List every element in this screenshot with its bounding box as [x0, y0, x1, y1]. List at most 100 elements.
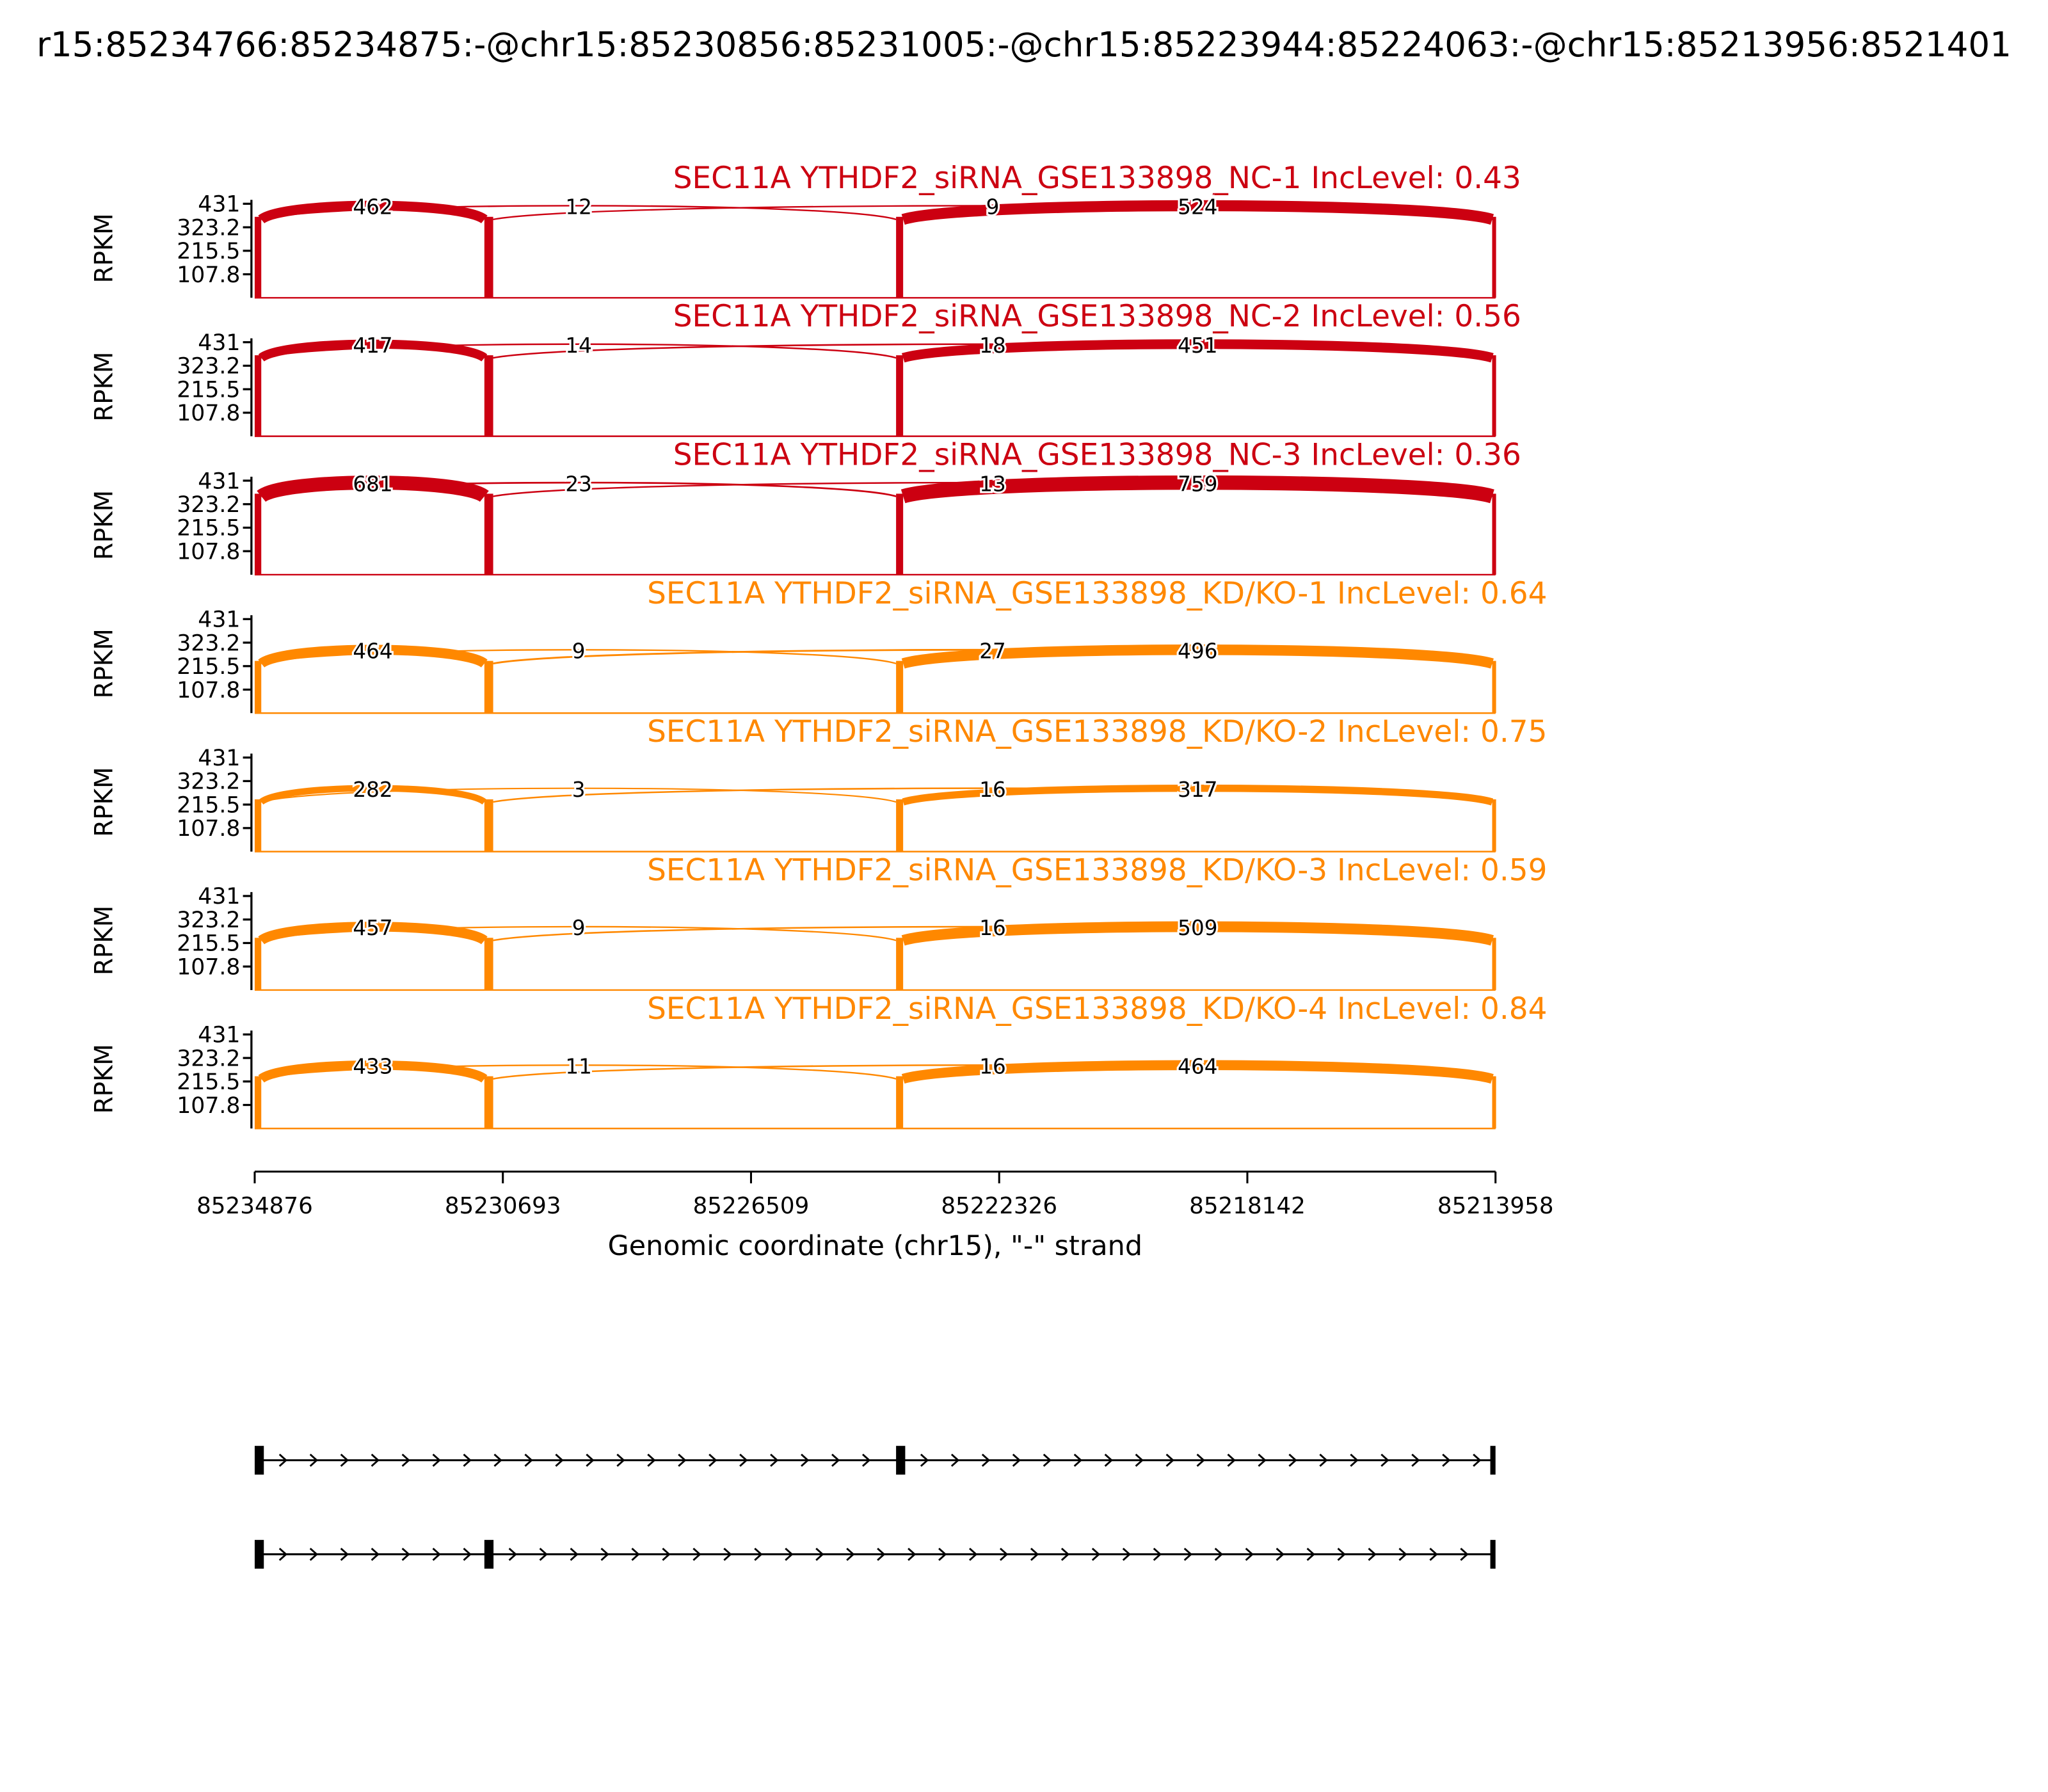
- y-tick-label: 323.2: [177, 908, 240, 933]
- strand-arrow-icon: [586, 1453, 595, 1467]
- junction-arc: [901, 644, 1494, 669]
- strand-arrow-icon: [1276, 1548, 1284, 1561]
- junction-count-label: 16: [979, 778, 1006, 802]
- strand-arrow-icon: [600, 1548, 609, 1561]
- y-tick-label: 431: [198, 607, 240, 633]
- strand-arrow-icon: [1030, 1548, 1039, 1561]
- junction-count-label: 417: [353, 333, 392, 358]
- strand-arrow-icon: [1073, 1453, 1083, 1467]
- strand-arrow-icon: [1245, 1548, 1254, 1561]
- strand-arrow-icon: [877, 1548, 886, 1561]
- junction-arc: [900, 475, 1494, 504]
- strand-arrow-icon: [1306, 1548, 1315, 1561]
- strand-arrow-icon: [1227, 1453, 1236, 1467]
- y-tick-label: 107.8: [177, 539, 240, 564]
- y-tick-label: 215.5: [177, 239, 240, 264]
- strand-arrow-icon: [1350, 1453, 1359, 1467]
- junction-count-label: 496: [1178, 639, 1217, 664]
- strand-arrow-icon: [801, 1453, 810, 1467]
- y-tick-label: 107.8: [177, 678, 240, 703]
- junction-count-label: 464: [353, 639, 392, 664]
- junction-count-label: 18: [979, 333, 1006, 358]
- coverage-bar: [254, 660, 262, 714]
- x-tick-label: 85226509: [693, 1193, 810, 1219]
- strand-arrow-icon: [1122, 1548, 1132, 1561]
- y-tick-label: 431: [198, 192, 240, 218]
- y-tick-label: 431: [198, 746, 240, 771]
- transcript-model: [254, 1540, 1496, 1569]
- coverage-bar: [1492, 216, 1496, 298]
- strand-arrow-icon: [463, 1453, 472, 1467]
- junction-arc: [901, 339, 1494, 363]
- strand-arrow-icon: [1214, 1548, 1224, 1561]
- coverage-bar: [896, 355, 904, 436]
- junction-arc: [257, 476, 489, 502]
- coverage-bar: [896, 216, 904, 298]
- coverage-bar: [896, 660, 904, 714]
- junction-arc: [901, 921, 1494, 946]
- strand-arrow-icon: [539, 1548, 548, 1561]
- junction-arc: [260, 481, 897, 497]
- junction-count-label: 3: [572, 778, 586, 802]
- coverage-bar: [254, 799, 262, 852]
- strand-arrow-icon: [1337, 1548, 1346, 1561]
- y-tick-label: 323.2: [177, 630, 240, 656]
- x-tick-label: 85213958: [1437, 1193, 1554, 1219]
- coverage-bar: [1492, 799, 1496, 852]
- coverage-bar: [1492, 1076, 1496, 1129]
- strand-arrow-icon: [920, 1453, 929, 1467]
- track-title: SEC11A YTHDF2_siRNA_GSE133898_KD/KO-4 In…: [647, 991, 1547, 1027]
- strand-arrow-icon: [1429, 1548, 1438, 1561]
- coverage-bar: [254, 938, 262, 990]
- track-title: SEC11A YTHDF2_siRNA_GSE133898_NC-2 IncLe…: [673, 299, 1521, 334]
- track-title: SEC11A YTHDF2_siRNA_GSE133898_NC-3 IncLe…: [673, 438, 1521, 473]
- coverage-bar: [254, 216, 262, 298]
- strand-arrow-icon: [278, 1453, 288, 1467]
- strand-arrow-icon: [1380, 1453, 1389, 1467]
- junction-count-label: 457: [353, 916, 392, 940]
- strand-arrow-icon: [999, 1548, 1009, 1561]
- junction-arc: [902, 785, 1494, 806]
- strand-arrow-icon: [739, 1453, 748, 1467]
- strand-arrow-icon: [1165, 1453, 1174, 1467]
- junction-arc: [259, 785, 487, 805]
- strand-arrow-icon: [309, 1453, 319, 1467]
- sashimi-track: SEC11A YTHDF2_siRNA_GSE133898_NC-1 IncLe…: [90, 161, 1521, 299]
- sashimi-track: SEC11A YTHDF2_siRNA_GSE133898_NC-2 IncLe…: [90, 299, 1521, 437]
- rpkm-axis-label: RPKM: [90, 767, 119, 836]
- coverage-bar: [1492, 938, 1496, 990]
- junction-count-label: 13: [979, 472, 1006, 496]
- y-tick-label: 215.5: [177, 654, 240, 680]
- junction-count-label: 12: [565, 195, 592, 220]
- x-axis-label: Genomic coordinate (chr15), "-" strand: [607, 1230, 1143, 1262]
- junction-count-label: 11: [565, 1055, 592, 1079]
- strand-arrow-icon: [981, 1453, 991, 1467]
- strand-arrow-icon: [1411, 1453, 1420, 1467]
- transcript-exon: [1490, 1446, 1496, 1475]
- x-tick-label: 85218142: [1189, 1193, 1306, 1219]
- y-tick-label: 431: [198, 330, 240, 356]
- strand-arrow-icon: [846, 1548, 855, 1561]
- transcript-exon: [254, 1446, 264, 1475]
- rpkm-axis-label: RPKM: [90, 213, 119, 283]
- sashimi-track: SEC11A YTHDF2_siRNA_GSE133898_NC-3 IncLe…: [90, 438, 1521, 576]
- coverage-bar: [484, 938, 493, 990]
- rpkm-axis-label: RPKM: [90, 1044, 119, 1114]
- strand-arrow-icon: [309, 1548, 319, 1561]
- y-tick-label: 107.8: [177, 262, 240, 288]
- junction-arc: [258, 200, 488, 224]
- coverage-bar: [254, 1076, 262, 1129]
- y-tick-label: 107.8: [177, 954, 240, 980]
- y-tick-label: 215.5: [177, 792, 240, 818]
- junction-count-label: 464: [1178, 1055, 1217, 1079]
- strand-arrow-icon: [1012, 1453, 1021, 1467]
- y-tick-label: 215.5: [177, 931, 240, 957]
- strand-arrow-icon: [1183, 1548, 1193, 1561]
- junction-count-label: 759: [1178, 472, 1217, 496]
- rpkm-axis-label: RPKM: [90, 906, 119, 975]
- junction-count-label: 16: [979, 1055, 1006, 1079]
- junction-arc: [260, 205, 897, 221]
- strand-arrow-icon: [831, 1453, 840, 1467]
- strand-arrow-icon: [432, 1453, 441, 1467]
